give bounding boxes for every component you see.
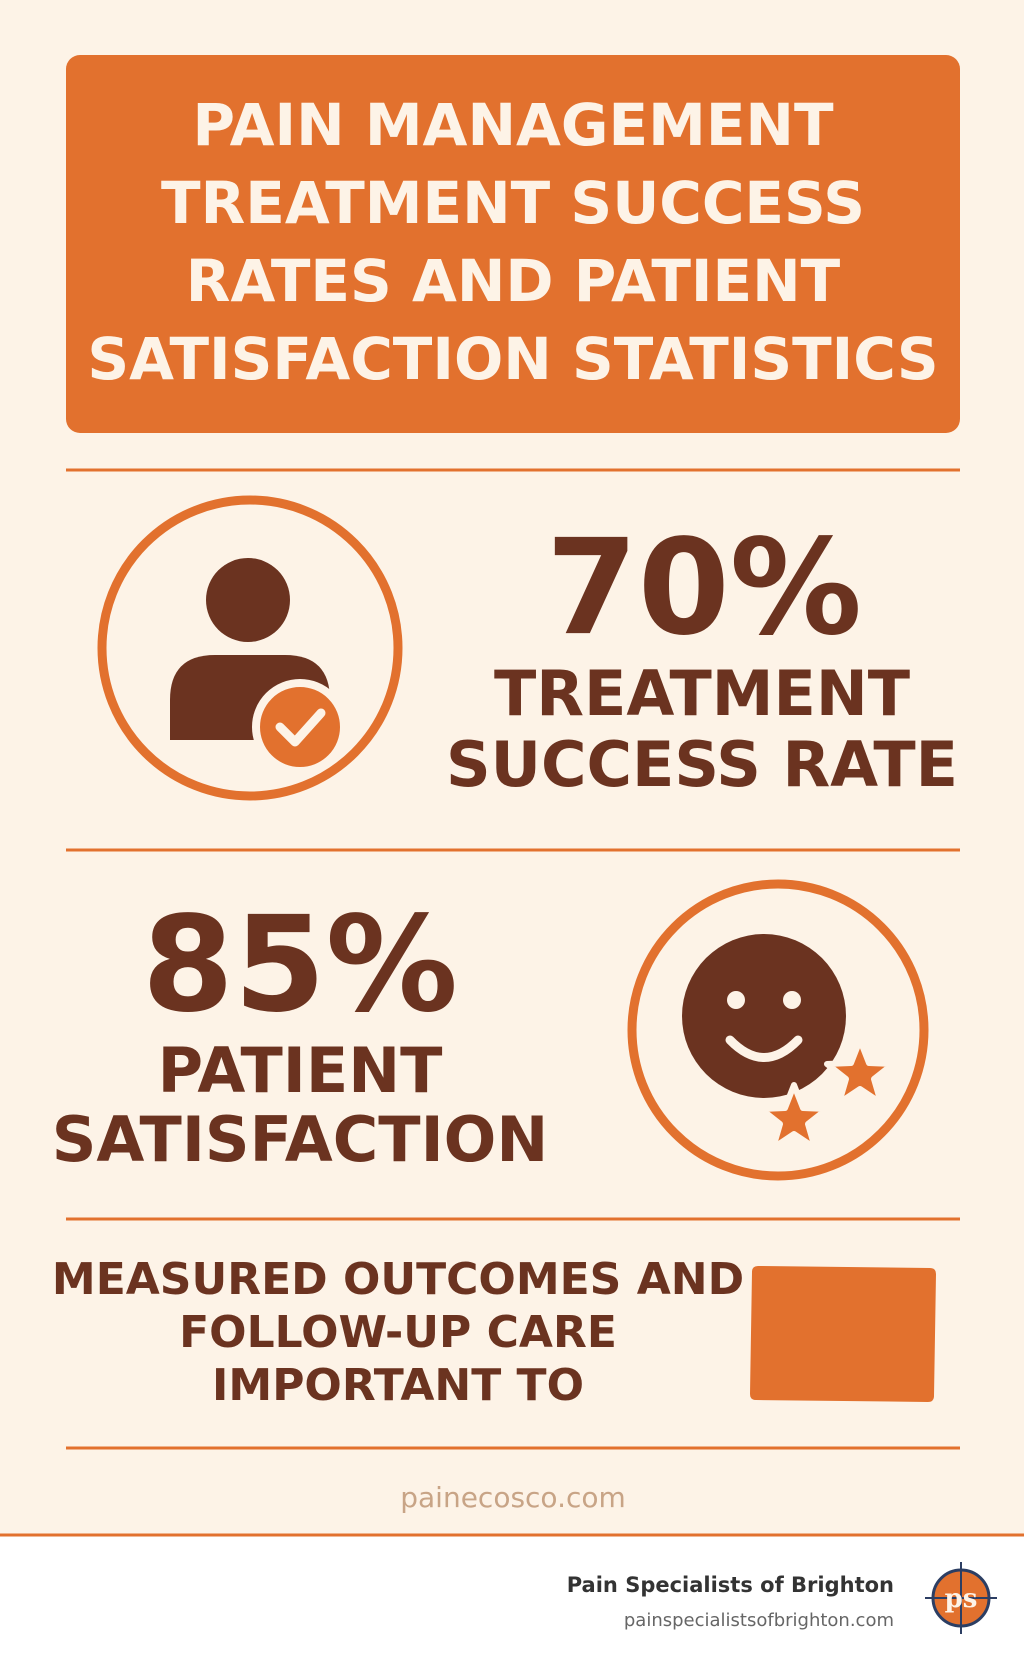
footer-url: painspecialistsofbrighton.com — [624, 1610, 894, 1631]
stat-label: SATISFACTION — [52, 1103, 549, 1176]
stat-label: TREATMENT — [494, 657, 910, 730]
footer-name: Pain Specialists of Brighton — [567, 1573, 894, 1597]
smiley-icon — [627, 879, 929, 1181]
stat-value: 70% — [546, 511, 862, 665]
logo: ps — [925, 1562, 997, 1634]
title-line: RATES AND PATIENT — [186, 247, 841, 315]
note-line: FOLLOW-UP CARE — [179, 1307, 617, 1358]
state-shape — [750, 1266, 936, 1402]
stat-label: SUCCESS RATE — [446, 728, 958, 801]
source: painecosco.com — [400, 1481, 626, 1514]
title-line: TREATMENT SUCCESS — [161, 169, 865, 237]
footer-bar — [0, 1535, 1024, 1666]
note-line: MEASURED OUTCOMES AND — [52, 1254, 744, 1305]
title-line: PAIN MANAGEMENT — [192, 91, 834, 159]
logo-text: ps — [945, 1584, 978, 1614]
title-banner — [66, 55, 960, 433]
note-line: IMPORTANT TO — [212, 1360, 584, 1411]
title-line: SATISFACTION STATISTICS — [87, 325, 938, 393]
stat-label: PATIENT — [158, 1034, 443, 1107]
stat-value: 85% — [142, 888, 458, 1042]
person-icon — [97, 495, 403, 801]
